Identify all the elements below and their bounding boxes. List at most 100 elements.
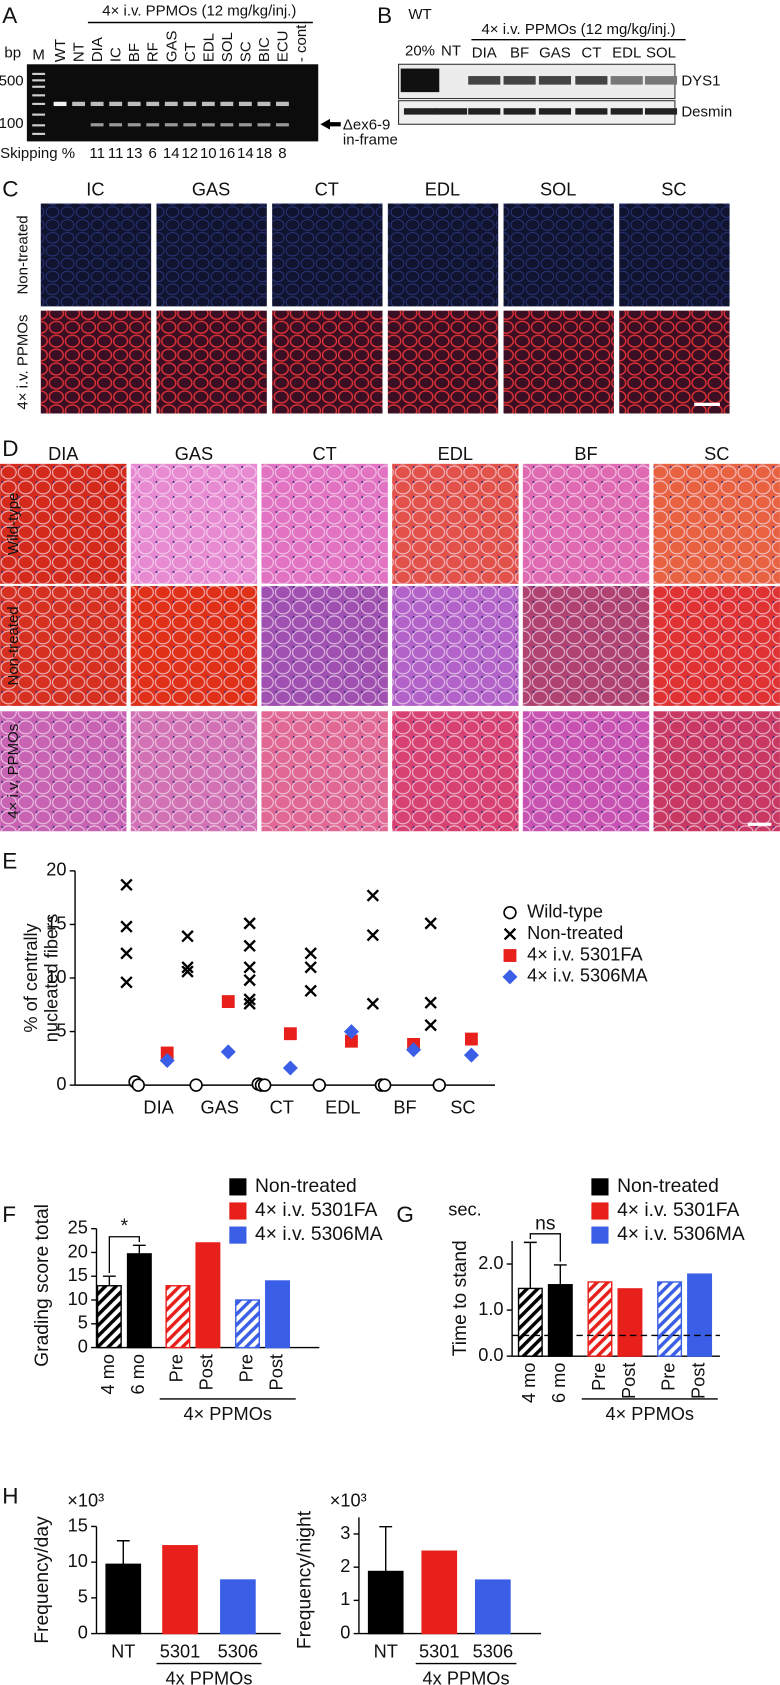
x-tick-label: Post — [197, 1354, 217, 1390]
y-tick-label: 5 — [78, 1587, 88, 1607]
point — [181, 930, 194, 943]
micrograph-texture — [619, 310, 730, 414]
micrograph-texture — [653, 585, 780, 706]
legend-label: Non-treated — [255, 1176, 357, 1197]
x-tick-label: 6 mo — [128, 1354, 148, 1394]
x-tick-label: 6 mo — [549, 1363, 569, 1403]
legend-label: 4× i.v. 5301FA — [617, 1200, 739, 1221]
lane-label: BF — [126, 43, 143, 62]
marker-label: 100 — [0, 115, 24, 132]
bar — [220, 1579, 256, 1635]
blot-band — [644, 76, 678, 85]
lane-label: NT — [441, 42, 461, 59]
gel-band — [220, 101, 234, 107]
y-tick-label: 3 — [340, 1523, 350, 1543]
bar — [195, 1242, 221, 1349]
arrow — [320, 118, 341, 130]
legend-label: 4× i.v. 5306MA — [255, 1224, 383, 1245]
x-tick-label: 5306 — [473, 1642, 514, 1662]
micrograph-texture — [387, 310, 499, 414]
gel-band — [127, 123, 141, 127]
point — [424, 917, 437, 930]
x-tick-label: NT — [111, 1642, 135, 1662]
gel-header: 4× i.v. PPMOs (12 mg/kg/inj.) — [102, 3, 296, 20]
y-tick-label: 1.0 — [478, 1299, 503, 1319]
lane-label: EDL — [200, 33, 217, 62]
y-tick-label: 5 — [56, 1020, 66, 1040]
legend-label: Non-treated — [617, 1176, 719, 1197]
point — [424, 996, 437, 1009]
micrograph-texture — [619, 203, 730, 307]
x-tick-label: 5301 — [160, 1642, 201, 1662]
bar — [617, 1288, 643, 1357]
error-bar — [553, 1264, 567, 1285]
scale-bar — [747, 822, 772, 826]
gel-band — [90, 101, 104, 107]
skipping-value: 14 — [237, 145, 254, 162]
point — [181, 961, 194, 974]
point — [120, 976, 133, 989]
gel-band — [164, 123, 178, 127]
column-label: IC — [86, 179, 104, 199]
y-tick-label: 20 — [46, 860, 66, 880]
lane-label: NT — [71, 42, 88, 62]
point — [304, 961, 317, 974]
group-label: 4x PPMOs — [165, 1668, 252, 1685]
gel-band — [238, 101, 252, 107]
y-tick-label: 1 — [340, 1589, 350, 1609]
lane-label: GAS — [163, 30, 180, 62]
micrograph-texture — [522, 463, 650, 584]
lane-label: IC — [108, 47, 125, 62]
lane-label: EDL — [612, 45, 641, 62]
y-axis-label: Frequency/day — [32, 1516, 53, 1644]
column-label: BF — [574, 444, 597, 464]
gel-band — [127, 101, 141, 107]
bar — [162, 1545, 198, 1635]
x-tick-label: GAS — [200, 1098, 238, 1118]
skipping-value: 8 — [278, 145, 286, 162]
y-tick-label: 0 — [78, 1622, 88, 1642]
skipping-value: 14 — [163, 145, 180, 162]
band-label: in-frame — [343, 131, 398, 148]
lane-label: RF — [145, 42, 162, 62]
ladder-band — [32, 132, 46, 135]
micrograph-texture — [156, 203, 267, 307]
significance-label: ns — [535, 1213, 555, 1234]
micrograph-texture — [0, 711, 127, 832]
legend-label: 4× i.v. 5301FA — [527, 944, 643, 964]
blot-band — [434, 108, 468, 115]
x-tick-label: Pre — [589, 1363, 609, 1391]
micrograph-texture — [0, 463, 127, 584]
point — [304, 984, 317, 998]
point — [304, 947, 317, 960]
error-bar — [132, 1244, 146, 1254]
point — [220, 1044, 236, 1060]
y-tick-label: 2.0 — [478, 1253, 503, 1273]
column-label: EDL — [438, 444, 473, 464]
panel-label: F — [2, 1202, 16, 1227]
micrograph-texture — [40, 203, 152, 307]
blot-band — [610, 108, 643, 115]
error-bar — [102, 1275, 116, 1286]
gel-band — [183, 123, 197, 127]
error-bar — [116, 1540, 130, 1565]
x-tick-label: 5306 — [218, 1642, 259, 1662]
point — [120, 947, 133, 960]
legend-label: 4× i.v. 5306MA — [527, 966, 648, 986]
x-tick-label: Pre — [236, 1354, 256, 1382]
skipping-value: 6 — [149, 145, 157, 162]
y-tick-label: 15 — [46, 913, 66, 933]
x-tick-label: EDL — [325, 1098, 360, 1118]
marker-label: 500 — [0, 72, 24, 89]
micrograph-texture — [261, 463, 388, 584]
skipping-value: 16 — [219, 145, 236, 162]
gel-band — [109, 101, 123, 107]
y-tick-label: 0.0 — [478, 1345, 503, 1365]
x-tick-label: 4 mo — [98, 1354, 118, 1394]
gel-band — [201, 123, 215, 127]
point — [366, 928, 380, 942]
micrograph-texture — [130, 463, 258, 584]
skipping-value: 10 — [200, 145, 217, 162]
bar — [474, 1579, 511, 1635]
